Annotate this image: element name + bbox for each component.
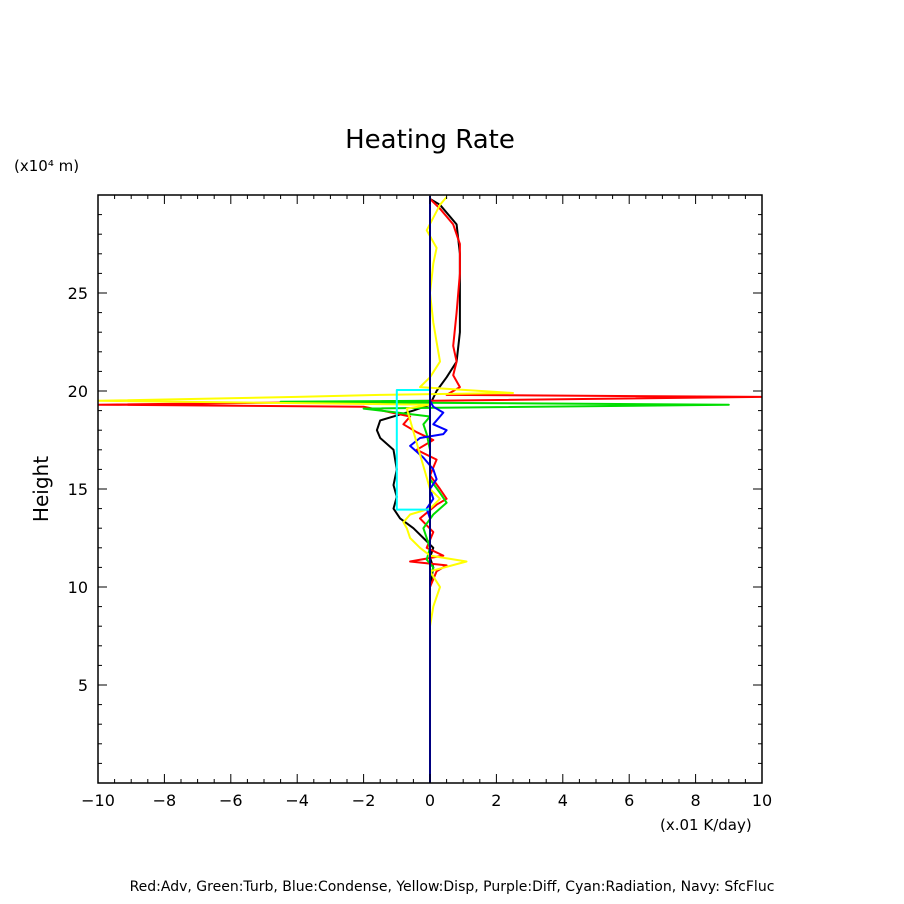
y-unit-label: (x10⁴ m) xyxy=(14,157,79,175)
series-line-condense xyxy=(409,394,448,519)
x-tick-label: −2 xyxy=(352,791,376,810)
y-tick-label: 15 xyxy=(68,480,88,499)
ticks-layer: −10 −8 −6 −4 −2 0 2 4 6 8 10 5 10 15 20 25 xyxy=(68,195,772,810)
series-line-turb xyxy=(279,393,730,578)
legend-caption: Red:Adv, Green:Turb, Blue:Condense, Yell… xyxy=(130,879,775,895)
x-tick-label: −4 xyxy=(285,791,309,810)
x-tick-label: −8 xyxy=(153,791,177,810)
y-tick-label: 25 xyxy=(68,284,88,303)
x-tick-label: 10 xyxy=(752,791,772,810)
x-tick-label: 2 xyxy=(491,791,501,810)
y-tick-label: 20 xyxy=(68,382,88,401)
x-tick-label: −10 xyxy=(81,791,115,810)
x-tick-label: 6 xyxy=(624,791,634,810)
series-line-disp xyxy=(98,196,514,627)
series-line-radiation xyxy=(395,389,430,511)
x-tick-label: 4 xyxy=(558,791,568,810)
y-axis-label: Height xyxy=(29,456,53,522)
series-line-adv xyxy=(98,198,762,588)
x-tick-label: −6 xyxy=(219,791,243,810)
y-tick-label: 5 xyxy=(78,676,88,695)
series-layer xyxy=(98,196,762,783)
x-tick-label: 8 xyxy=(691,791,701,810)
x-unit-label: (x.01 K/day) xyxy=(660,816,752,834)
x-tick-label: 0 xyxy=(425,791,435,810)
chart-title: Heating Rate xyxy=(345,125,515,155)
y-tick-label: 10 xyxy=(68,578,88,597)
